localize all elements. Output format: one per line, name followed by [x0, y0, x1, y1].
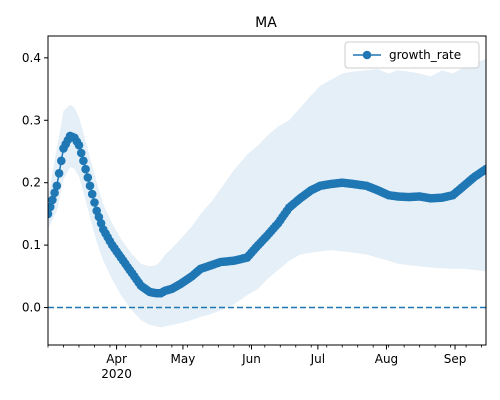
x-tick-year-label: 2020: [101, 367, 132, 381]
data-point: [83, 173, 93, 182]
data-point: [76, 148, 86, 158]
data-point: [81, 164, 90, 174]
data-point: [57, 156, 66, 166]
chart-title: MA: [255, 15, 277, 31]
y-tick-label: 0.2: [22, 176, 41, 190]
data-point: [50, 188, 59, 198]
plot-frame: [47, 35, 487, 346]
data-point: [48, 202, 55, 212]
y-tick-label: 0.1: [22, 238, 41, 252]
y-tick-label: 0.0: [22, 301, 41, 315]
y-tick-label: 0.4: [22, 51, 41, 65]
x-tick-label: Sep: [444, 352, 467, 366]
confidence-band: [48, 59, 486, 328]
data-point: [90, 198, 99, 207]
data-point: [79, 156, 88, 166]
legend-label: growth_rate: [389, 48, 461, 62]
data-point: [87, 189, 97, 199]
data-point: [52, 181, 62, 191]
data-point: [48, 195, 57, 205]
x-tick-label: Jul: [310, 352, 325, 366]
y-tick-label: 0.3: [22, 113, 41, 127]
legend-box: [344, 41, 480, 69]
data-point: [85, 181, 95, 191]
x-tick-label: May: [171, 352, 196, 366]
data-point: [48, 209, 53, 219]
data-point: [481, 164, 486, 174]
data-point: [54, 169, 64, 178]
x-tick-label: Apr: [106, 352, 127, 366]
data-point: [74, 140, 84, 150]
x-tick-label: Jun: [241, 352, 261, 366]
x-tick-label: Aug: [375, 352, 398, 366]
legend-marker-swatch: [362, 50, 372, 60]
